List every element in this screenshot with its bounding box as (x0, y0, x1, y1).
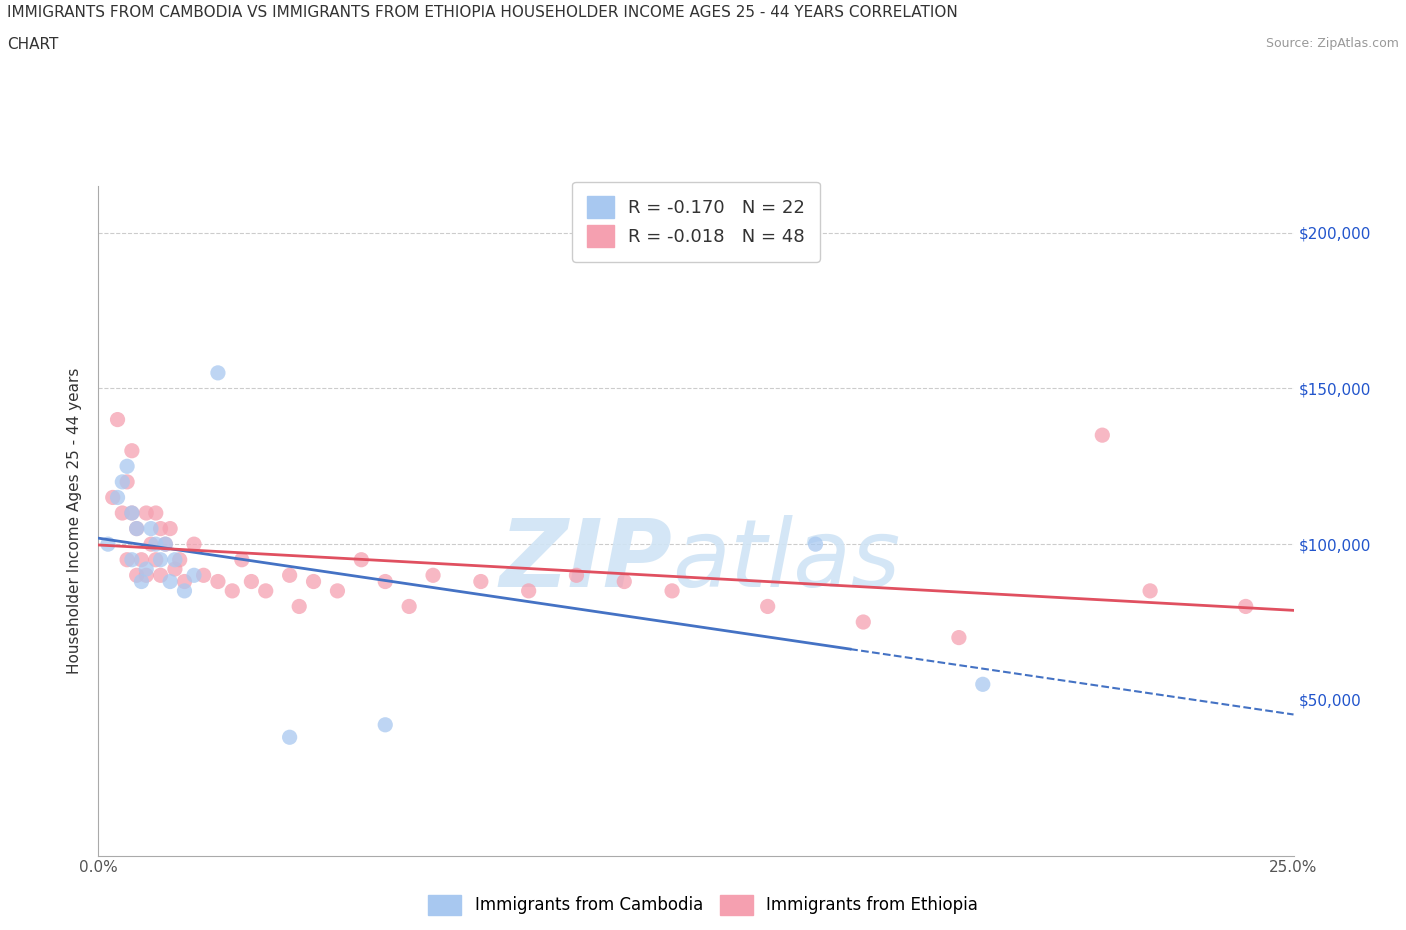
Text: IMMIGRANTS FROM CAMBODIA VS IMMIGRANTS FROM ETHIOPIA HOUSEHOLDER INCOME AGES 25 : IMMIGRANTS FROM CAMBODIA VS IMMIGRANTS F… (7, 5, 957, 20)
Point (374, 717, 396, 732)
Point (125, 568, 148, 583)
Point (278, 568, 301, 583)
Point (101, 490, 124, 505)
Point (135, 562, 157, 577)
Point (350, 552, 373, 567)
Point (169, 552, 191, 567)
Point (173, 583, 195, 598)
Point (398, 599, 420, 614)
Point (115, 474, 138, 489)
Point (121, 506, 143, 521)
Text: CHART: CHART (7, 37, 59, 52)
Point (565, 568, 588, 583)
Text: Source: ZipAtlas.com: Source: ZipAtlas.com (1265, 37, 1399, 50)
Legend: Immigrants from Cambodia, Immigrants from Ethiopia: Immigrants from Cambodia, Immigrants fro… (422, 888, 984, 922)
Point (221, 583, 243, 598)
Point (139, 521, 162, 536)
Point (852, 615, 875, 630)
Point (111, 506, 134, 521)
Point (661, 583, 683, 598)
Point (1091, 428, 1114, 443)
Point (374, 574, 396, 589)
Point (125, 521, 148, 536)
Point (145, 552, 167, 567)
Point (231, 552, 253, 567)
Point (422, 568, 444, 583)
Point (756, 599, 779, 614)
Point (613, 574, 636, 589)
Point (517, 583, 540, 598)
Point (145, 537, 167, 551)
Point (131, 574, 153, 589)
Point (115, 458, 138, 473)
Point (948, 631, 970, 645)
Y-axis label: Householder Income Ages 25 - 44 years: Householder Income Ages 25 - 44 years (67, 367, 83, 674)
Point (159, 574, 181, 589)
Point (107, 490, 129, 505)
Point (155, 537, 177, 551)
Point (149, 552, 172, 567)
Point (121, 444, 143, 458)
Point (121, 552, 143, 567)
Point (155, 537, 177, 551)
Point (240, 574, 263, 589)
Point (193, 568, 215, 583)
Point (145, 506, 167, 521)
Point (149, 568, 172, 583)
Point (97, 537, 120, 551)
Point (470, 574, 492, 589)
Point (278, 730, 301, 745)
Point (1139, 583, 1161, 598)
Point (302, 574, 325, 589)
Point (804, 537, 827, 551)
Point (135, 506, 157, 521)
Point (207, 365, 229, 380)
Point (149, 521, 172, 536)
Point (115, 552, 138, 567)
Point (107, 412, 129, 427)
Point (254, 583, 277, 598)
Point (173, 574, 195, 589)
Point (163, 562, 186, 577)
Point (326, 583, 349, 598)
Point (159, 521, 181, 536)
Text: ZIP: ZIP (499, 515, 672, 607)
Legend: R = -0.170   N = 22, R = -0.018   N = 48: R = -0.170 N = 22, R = -0.018 N = 48 (572, 181, 820, 262)
Point (163, 552, 186, 567)
Point (183, 568, 205, 583)
Point (288, 599, 311, 614)
Point (125, 521, 148, 536)
Point (111, 474, 134, 489)
Point (207, 574, 229, 589)
Point (972, 677, 994, 692)
Point (135, 568, 157, 583)
Point (139, 537, 162, 551)
Point (1234, 599, 1257, 614)
Point (121, 506, 143, 521)
Point (131, 552, 153, 567)
Text: atlas: atlas (672, 515, 900, 606)
Point (183, 537, 205, 551)
